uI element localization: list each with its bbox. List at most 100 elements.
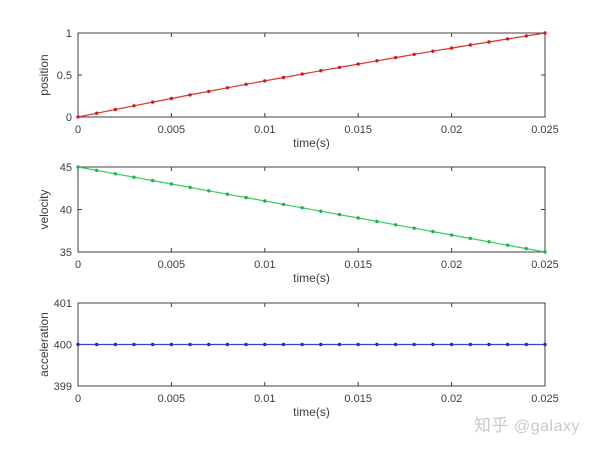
x-tick-label: 0.005 [158, 259, 186, 271]
watermark-user: @galaxy [514, 418, 580, 435]
data-point [151, 342, 155, 347]
x-tick-label: 0.02 [441, 393, 462, 405]
x-axis-label: time(s) [293, 136, 330, 150]
data-point [244, 82, 248, 87]
data-point [76, 165, 80, 169]
data-point [412, 342, 416, 347]
data-point [169, 96, 174, 101]
data-point [431, 49, 435, 53]
data-point [281, 342, 286, 347]
data-point [468, 236, 472, 241]
data-point [263, 79, 267, 83]
y-tick-label: 399 [54, 381, 72, 393]
plot-velocity: 0 0.005 0.01 0.015 0.02 0.025 35 40 45 time(s) vel… [37, 162, 559, 285]
data-point [543, 250, 547, 254]
data-point [524, 342, 528, 347]
data-point [449, 342, 454, 347]
x-tick-label: 0.005 [158, 124, 186, 136]
data-point [132, 342, 136, 347]
data-point [151, 100, 155, 104]
y-tick-label: 0.5 [57, 70, 72, 82]
x-tick-label: 0 [75, 124, 81, 136]
data-point [207, 342, 211, 347]
data-point [76, 342, 80, 347]
plot-position: 0 0.005 0.01 0.015 0.02 0.025 0 0.5 1 time(s) posi… [37, 28, 559, 150]
y-axis-label: position [37, 54, 51, 95]
y-tick-label: 0 [66, 112, 72, 124]
data-point [393, 342, 398, 347]
x-tick-label: 0.005 [158, 393, 186, 405]
data-point [225, 342, 230, 347]
data-point [337, 342, 342, 347]
series-line [77, 166, 546, 253]
data-point [487, 240, 491, 244]
data-point [375, 342, 379, 347]
data-point [393, 223, 398, 227]
data-point [319, 342, 323, 347]
data-point [225, 192, 230, 196]
data-point [281, 75, 286, 80]
x-tick-label: 0.015 [344, 124, 372, 136]
data-point [113, 107, 118, 112]
x-tick-label: 0.02 [441, 124, 462, 136]
y-tick-label: 400 [54, 340, 72, 352]
y-axis-label: acceleration [37, 312, 51, 377]
data-point [225, 86, 230, 90]
data-point [263, 342, 267, 347]
x-tick-label: 0.025 [531, 259, 559, 271]
y-tick-label: 1 [66, 28, 72, 40]
data-point [151, 178, 155, 183]
x-axis-label: time(s) [293, 405, 330, 419]
data-point [487, 40, 491, 44]
x-tick-label: 0.01 [254, 124, 275, 136]
y-axis-label: velocity [37, 189, 51, 229]
data-point [244, 342, 248, 347]
data-point [188, 342, 192, 347]
data-point [487, 342, 491, 347]
data-point [543, 31, 547, 35]
data-point [356, 342, 360, 347]
data-point [375, 219, 379, 224]
data-point [337, 65, 342, 70]
x-tick-label: 0.025 [531, 393, 559, 405]
data-point [356, 216, 360, 220]
data-point [113, 342, 118, 347]
x-tick-label: 0.01 [254, 259, 275, 271]
data-point [543, 342, 547, 347]
data-point [300, 72, 304, 76]
y-tick-label: 35 [60, 247, 72, 259]
data-point [169, 182, 174, 186]
data-point [76, 115, 80, 119]
watermark-brand: 知乎 [474, 416, 509, 435]
x-tick-label: 0.015 [344, 259, 372, 271]
x-tick-label: 0.015 [344, 393, 372, 405]
plot-acceleration: 0 0.005 0.01 0.015 0.02 0.025 399 400 401 time(s)… [37, 298, 559, 419]
data-point [524, 34, 528, 38]
data-point [412, 52, 416, 57]
data-point [95, 342, 99, 347]
data-point [412, 226, 416, 230]
data-point [132, 175, 136, 179]
data-point [337, 212, 342, 217]
data-point [300, 342, 304, 347]
axis-frame [77, 32, 546, 118]
data-point [188, 185, 192, 190]
data-point [95, 111, 99, 115]
data-point [300, 206, 304, 210]
data-point [319, 209, 323, 213]
data-point [449, 46, 454, 50]
data-point [505, 243, 510, 247]
series-line [77, 32, 546, 118]
data-point [281, 202, 286, 207]
y-tick-label: 45 [60, 162, 72, 174]
watermark: 知乎 @galaxy [474, 411, 580, 436]
data-point [449, 233, 454, 237]
x-tick-label: 0.02 [441, 259, 462, 271]
x-tick-label: 0 [75, 393, 81, 405]
y-tick-label: 40 [60, 205, 72, 217]
data-point [207, 189, 211, 193]
x-tick-label: 0 [75, 259, 81, 271]
data-point [431, 229, 435, 234]
